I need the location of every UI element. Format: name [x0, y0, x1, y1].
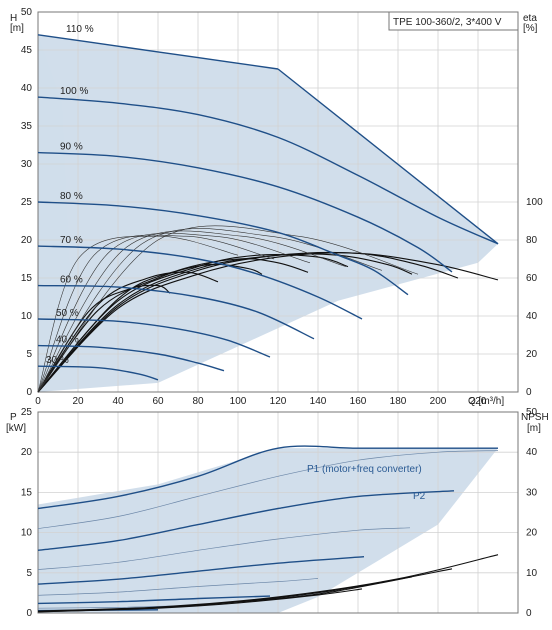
- top-y-axis-label-unit: [m]: [10, 23, 24, 34]
- head-curve-label-2: 90 %: [60, 142, 83, 153]
- top-x-tick-label: 220: [470, 396, 487, 407]
- top-eta-tick-label: 60: [526, 273, 538, 284]
- top-y-tick-label: 10: [21, 311, 33, 322]
- top-y-tick-label: 45: [21, 45, 33, 56]
- power-curve-2: [37, 490, 455, 551]
- top-y-tick-label: 20: [21, 235, 33, 246]
- head-curve-4: [37, 245, 363, 320]
- top-y-tick-label: 15: [21, 273, 33, 284]
- power-curve-5: [37, 578, 319, 596]
- top-y-tick-label: 30: [21, 159, 33, 170]
- top-x-tick-label: 160: [350, 396, 367, 407]
- top-eta-axis-label-name: eta: [523, 13, 537, 24]
- top-y-tick-label: 5: [26, 349, 32, 360]
- top-x-tick-label: 80: [192, 396, 204, 407]
- head-curve-label-7: 40 %: [56, 335, 79, 346]
- top-eta-tick-label: 40: [526, 311, 538, 322]
- eta-helper-curve-1: [37, 234, 275, 393]
- top-y-tick-label: 40: [21, 83, 33, 94]
- top-x-tick-label: 120: [270, 396, 287, 407]
- head-curve-label-5: 60 %: [60, 275, 83, 286]
- top-y-axis-label-name: H: [10, 13, 17, 24]
- bottom-p-tick-label: 0: [26, 608, 32, 619]
- bottom-p-tick-label: 15: [21, 487, 33, 498]
- npsh-curve-3: [37, 588, 363, 613]
- head-curve-label-1: 100 %: [60, 86, 88, 97]
- head-curve-6: [37, 318, 271, 358]
- top-eta-tick-label: 0: [526, 387, 532, 398]
- eta-curve-0: [37, 252, 499, 393]
- top-x-tick-label: 200: [430, 396, 447, 407]
- head-curve-7: [37, 344, 225, 372]
- bottom-p-tick-label: 5: [26, 568, 32, 579]
- power-curve-0: [37, 445, 498, 510]
- bottom-operating-envelope: [38, 448, 498, 613]
- bottom-npsh-tick-label: 0: [526, 608, 532, 619]
- head-curve-label-4: 70 %: [60, 235, 83, 246]
- power-curve-4: [37, 556, 365, 585]
- bottom-p-tick-label: 20: [21, 447, 33, 458]
- top-x-tick-label: 0: [35, 396, 41, 407]
- bottom-p-axis-label-unit: [kW]: [6, 423, 26, 434]
- bottom-p-axis-label-name: P: [10, 412, 17, 423]
- head-curve-0: [37, 34, 279, 70]
- power-curve-1: [37, 450, 499, 529]
- eta-helper-curve-5: [37, 225, 419, 393]
- top-x-tick-label: 180: [390, 396, 407, 407]
- bottom-npsh-axis-label-name: NPSH: [521, 412, 549, 423]
- title-box: [388, 11, 519, 31]
- eta-helper-curve-2: [37, 232, 311, 393]
- top-x-axis-label: Q [m³/h]: [468, 396, 504, 407]
- top-y-tick-label: 50: [21, 7, 33, 18]
- bottom-p-tick-label: 10: [21, 528, 33, 539]
- bottom-p-tick-label: 25: [21, 407, 33, 418]
- power-curve-3: [37, 527, 411, 570]
- bottom-npsh-axis-label-unit: [m]: [527, 423, 541, 434]
- eta-curve-4: [37, 258, 309, 393]
- head-curve-label-8: 30 %: [46, 355, 69, 366]
- eta-curve-2: [37, 253, 413, 393]
- head-curve-2: [37, 151, 453, 273]
- bottom-npsh-tick-label: 40: [526, 447, 538, 458]
- top-y-tick-label: 35: [21, 121, 33, 132]
- eta-helper-curve-0: [37, 235, 239, 393]
- eta-helper-curve-3: [37, 230, 347, 393]
- eta-curve-7: [37, 284, 171, 393]
- head-curve-label-0: 110 %: [66, 24, 94, 35]
- top-x-tick-label: 140: [310, 396, 327, 407]
- p1-curve-label: P1 (motor+freq converter): [307, 464, 422, 475]
- top-y-tick-label: 0: [26, 387, 32, 398]
- eta-curve-6: [37, 271, 219, 393]
- p2-curve-label: P2: [413, 491, 426, 502]
- top-x-tick-label: 100: [230, 396, 247, 407]
- top-eta-tick-label: 80: [526, 235, 538, 246]
- top-x-tick-label: 40: [112, 396, 124, 407]
- head-curve-1: [37, 96, 499, 245]
- top-eta-axis-label-unit: [%]: [523, 23, 538, 34]
- top-operating-envelope: [38, 34, 498, 393]
- power-curve-6: [37, 595, 271, 605]
- head-curve-5: [37, 284, 315, 340]
- bottom-npsh-tick-label: 30: [526, 487, 538, 498]
- top-eta-tick-label: 100: [526, 197, 543, 208]
- top-x-tick-label: 20: [72, 396, 84, 407]
- bottom-npsh-tick-label: 50: [526, 407, 538, 418]
- bottom-npsh-tick-label: 10: [526, 568, 538, 579]
- max-curve-tail: [277, 68, 499, 245]
- chart-title: TPE 100-360/2, 3*400 V: [393, 17, 502, 28]
- head-curve-8: [37, 365, 159, 381]
- head-curve-label-6: 50 %: [56, 308, 79, 319]
- head-curve-3: [37, 201, 409, 296]
- top-x-tick-label: 60: [152, 396, 164, 407]
- head-curve-label-3: 80 %: [60, 191, 83, 202]
- top-y-tick-label: 25: [21, 197, 33, 208]
- bottom-plot-frame: [37, 411, 519, 614]
- bottom-npsh-tick-label: 20: [526, 528, 538, 539]
- top-eta-tick-label: 20: [526, 349, 538, 360]
